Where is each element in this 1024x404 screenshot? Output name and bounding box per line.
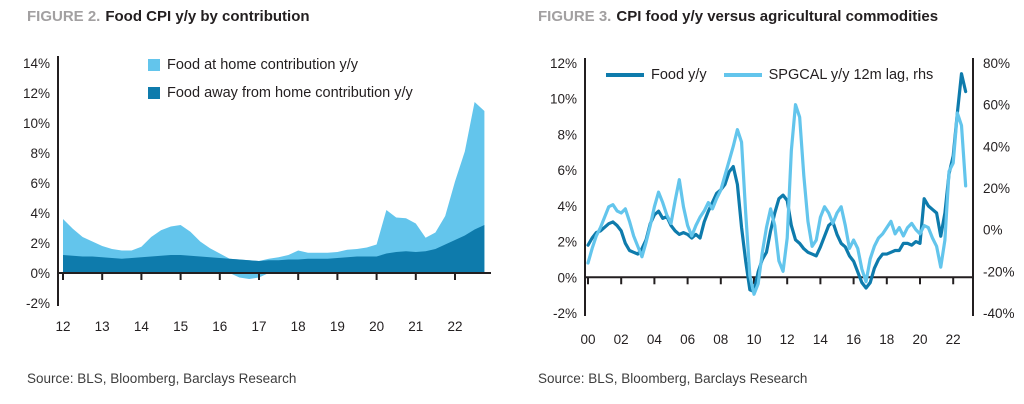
legend-label: SPGCAL y/y 12m lag, rhs: [768, 67, 934, 83]
figure3-source: Source: BLS, Bloomberg, Barclays Researc…: [538, 371, 808, 386]
figure3-label: FIGURE 3.: [538, 8, 612, 25]
svg-text:12%: 12%: [550, 56, 577, 71]
svg-text:6%: 6%: [557, 163, 577, 178]
svg-text:0%: 0%: [557, 270, 577, 285]
svg-text:80%: 80%: [983, 56, 1010, 71]
svg-text:14: 14: [134, 319, 150, 334]
svg-text:02: 02: [614, 332, 629, 347]
figure2-title: FIGURE 2. Food CPI y/y by contribution: [27, 8, 310, 25]
figure3-panel: FIGURE 3. CPI food y/y versus agricultura…: [512, 0, 1024, 404]
svg-text:19: 19: [330, 319, 345, 334]
svg-text:20: 20: [369, 319, 384, 334]
legend-label: Food y/y: [651, 67, 707, 83]
svg-text:-2%: -2%: [26, 296, 50, 311]
figure3-title-text: CPI food y/y versus agricultural commodi…: [616, 8, 939, 25]
svg-text:21: 21: [408, 319, 423, 334]
svg-text:13: 13: [95, 319, 110, 334]
svg-text:-2%: -2%: [553, 306, 577, 321]
svg-text:15: 15: [173, 319, 188, 334]
svg-text:10: 10: [746, 332, 761, 347]
figure2-source: Source: BLS, Bloomberg, Barclays Researc…: [27, 371, 297, 386]
svg-text:10%: 10%: [550, 92, 577, 107]
svg-text:0%: 0%: [30, 266, 50, 281]
svg-text:-40%: -40%: [983, 306, 1015, 321]
svg-text:16: 16: [212, 319, 227, 334]
svg-text:8%: 8%: [557, 127, 577, 142]
svg-text:14: 14: [813, 332, 829, 347]
legend-label: Food at home contribution y/y: [167, 57, 359, 73]
spgcal-line-swatch-icon: [723, 73, 762, 77]
svg-text:06: 06: [680, 332, 695, 347]
food-line-swatch-icon: [606, 73, 644, 77]
svg-text:12: 12: [55, 319, 70, 334]
svg-text:40%: 40%: [983, 139, 1010, 154]
svg-text:6%: 6%: [30, 176, 50, 191]
svg-text:20: 20: [912, 332, 927, 347]
legend-item-food-away: Food away from home contribution y/y: [148, 85, 413, 101]
svg-text:22: 22: [946, 332, 961, 347]
svg-text:2%: 2%: [30, 236, 50, 251]
svg-text:00: 00: [580, 332, 595, 347]
svg-text:4%: 4%: [30, 206, 50, 221]
svg-text:12: 12: [780, 332, 795, 347]
figure3-title: FIGURE 3. CPI food y/y versus agricultura…: [538, 8, 938, 25]
legend-item-food-yy: Food y/y: [606, 67, 707, 83]
food-at-home-swatch-icon: [148, 59, 160, 71]
svg-text:2%: 2%: [557, 235, 577, 250]
legend-label: Food away from home contribution y/y: [167, 85, 413, 101]
svg-text:0%: 0%: [983, 223, 1003, 238]
figure2-label: FIGURE 2.: [27, 8, 101, 25]
svg-text:12%: 12%: [23, 86, 50, 101]
svg-text:18: 18: [291, 319, 306, 334]
figure2-title-text: Food CPI y/y by contribution: [105, 8, 310, 25]
figure2-panel: FIGURE 2. Food CPI y/y by contribution 12…: [23, 8, 491, 386]
svg-text:10%: 10%: [23, 116, 50, 131]
svg-text:-20%: -20%: [983, 264, 1015, 279]
svg-text:22: 22: [447, 319, 462, 334]
figure2-legend: Food at home contribution y/y Food away …: [148, 57, 413, 113]
figure2-chart-canvas: 12 13 14 15 16 17 18 19 20 21 22 14% 12% 10% 8% 6% 4% 2% 0…: [23, 56, 491, 334]
svg-text:14%: 14%: [23, 56, 50, 71]
svg-text:17: 17: [251, 319, 266, 334]
legend-item-spgcal: SPGCAL y/y 12m lag, rhs: [723, 67, 934, 83]
svg-text:08: 08: [713, 332, 728, 347]
svg-text:18: 18: [879, 332, 894, 347]
legend-item-food-at-home: Food at home contribution y/y: [148, 57, 413, 73]
svg-text:04: 04: [647, 332, 663, 347]
figure3-legend: Food y/y SPGCAL y/y 12m lag, rhs: [606, 67, 933, 83]
svg-text:60%: 60%: [983, 98, 1010, 113]
svg-text:4%: 4%: [557, 199, 577, 214]
svg-text:20%: 20%: [983, 181, 1010, 196]
svg-text:8%: 8%: [30, 146, 50, 161]
svg-text:16: 16: [846, 332, 861, 347]
food-away-swatch-icon: [148, 87, 160, 99]
figure3-chart-canvas: 00 02 04 06 08 10 12 14 16 18 20 22 12% 10% 8% 6% 4% 2% 0%…: [550, 56, 1015, 347]
